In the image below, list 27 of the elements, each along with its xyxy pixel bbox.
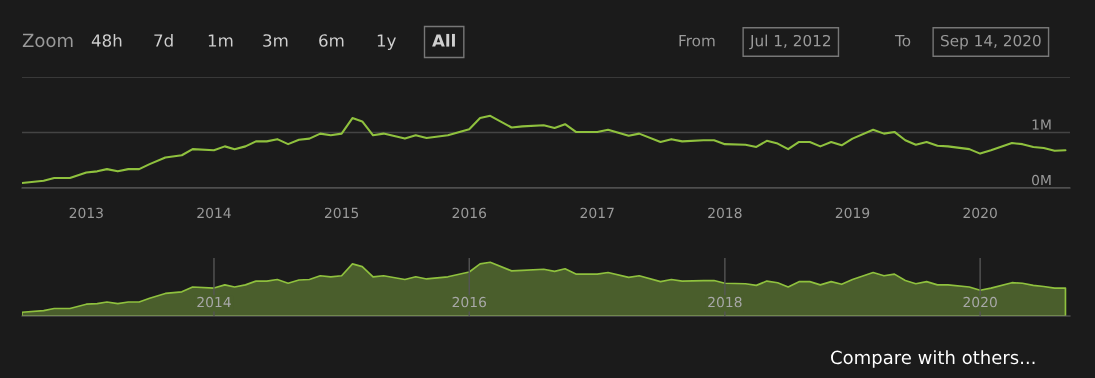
text: Sep 14, 2020 — [941, 34, 1041, 50]
y-tick-label: 0M — [1032, 174, 1051, 186]
text: Compare with others... — [831, 350, 1035, 368]
x-tick-label: 2014 — [197, 207, 231, 219]
text: Zoom — [22, 33, 73, 48]
x-tick-label: 2017 — [580, 207, 614, 219]
x-tick-label: 2020 — [963, 207, 997, 219]
x-tick-label: 2013 — [69, 207, 103, 219]
x-tick-label: 2015 — [324, 207, 359, 219]
text: 1y — [377, 34, 396, 51]
x-tick-label: 2016 — [452, 296, 487, 308]
x-tick-label: 2018 — [708, 207, 742, 219]
x-tick-label: 2019 — [835, 207, 870, 219]
x-tick-label: 2014 — [197, 296, 231, 308]
text: 7d — [154, 33, 173, 47]
x-tick-label: 2016 — [452, 207, 487, 219]
text: Jul 1, 2012 — [749, 34, 831, 50]
text: All — [432, 33, 455, 47]
text: From — [679, 35, 715, 47]
text: To — [894, 35, 911, 47]
text: 6m — [319, 34, 344, 47]
x-tick-label: 2020 — [963, 296, 997, 308]
x-tick-label: 2018 — [708, 296, 742, 308]
text: 1m — [208, 34, 233, 47]
y-tick-label: 1M — [1032, 119, 1051, 130]
text: 48h — [91, 33, 122, 47]
text: 3m — [263, 34, 288, 47]
